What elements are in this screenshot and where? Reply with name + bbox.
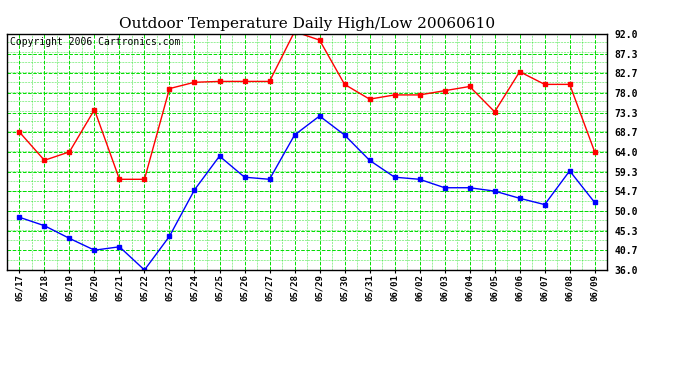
Text: Copyright 2006 Cartronics.com: Copyright 2006 Cartronics.com [10, 37, 180, 47]
Title: Outdoor Temperature Daily High/Low 20060610: Outdoor Temperature Daily High/Low 20060… [119, 17, 495, 31]
